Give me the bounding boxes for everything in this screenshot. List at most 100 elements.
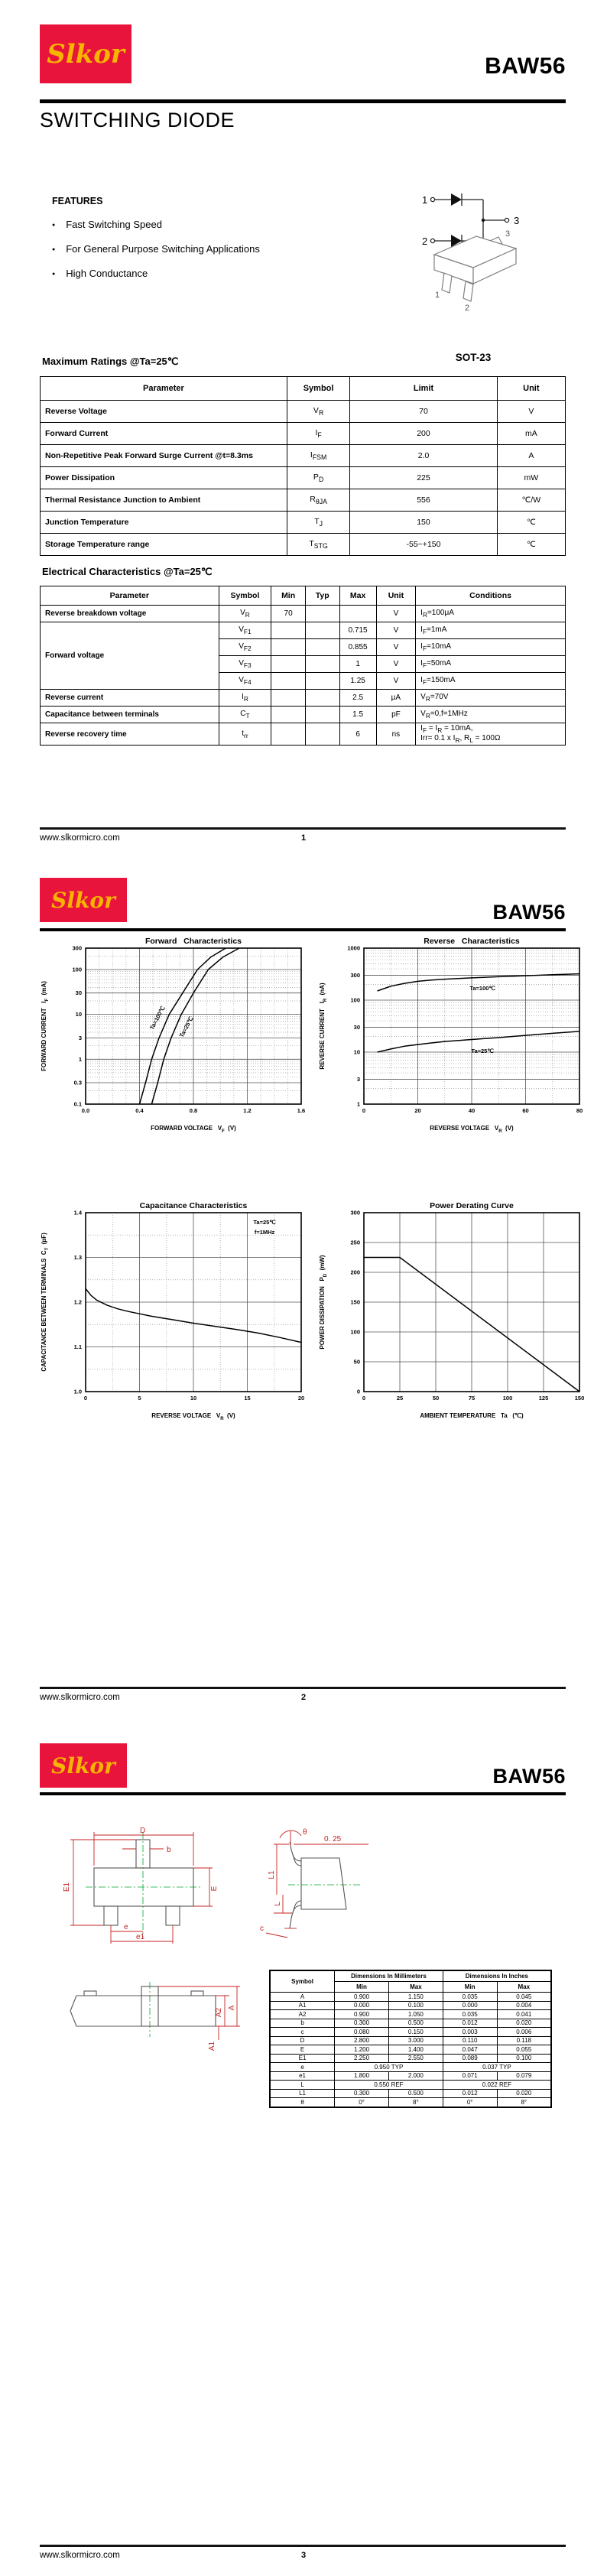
header-cell: Unit bbox=[375, 586, 417, 606]
table-row: Power Dissipation PD 225 mW bbox=[40, 466, 566, 489]
table-row: e1 1.800 2.000 0.071 0.079 bbox=[269, 2071, 552, 2081]
header-cell: Max bbox=[339, 586, 377, 606]
cell: 0.100 bbox=[496, 2053, 552, 2063]
cell: 0.715 bbox=[339, 622, 377, 639]
cell bbox=[271, 672, 306, 690]
cell: 0.300 bbox=[334, 2018, 389, 2028]
capacitance-characteristics-chart: 0 5 10 15 20 1.0 1.1 1.2 1.3 1.4 Capacitance Chara… bbox=[41, 1201, 305, 1421]
footer-rule bbox=[40, 1687, 566, 1689]
table-row: L 0.550 REF 0.022 REF bbox=[269, 2080, 552, 2090]
cell: 0.022 REF bbox=[442, 2080, 552, 2090]
dim-label-e1: e1 bbox=[136, 1933, 145, 1941]
cell: 1.200 bbox=[334, 2045, 389, 2055]
cell: ℃/W bbox=[496, 489, 566, 512]
svg-text:0: 0 bbox=[362, 1395, 365, 1402]
cell: VR=0,f=1MHz bbox=[415, 706, 566, 723]
cell: ℃ bbox=[496, 533, 566, 556]
plot-border bbox=[85, 1212, 302, 1392]
cell: 1.25 bbox=[339, 672, 377, 690]
series-Ta=25℃ bbox=[151, 947, 240, 1105]
cell: 70 bbox=[271, 605, 306, 622]
cell: 0.855 bbox=[339, 638, 377, 656]
cell: V bbox=[375, 655, 417, 673]
feature-item: High Conductance bbox=[52, 266, 358, 281]
cell: 0.020 bbox=[496, 2018, 552, 2028]
cell: 0.037 TYP bbox=[442, 2062, 552, 2072]
cell: 0.500 bbox=[388, 2088, 443, 2098]
cell bbox=[271, 689, 306, 707]
y-axis-label: POWER DISSIPATION PD (mW) bbox=[319, 1255, 328, 1350]
table-row: Reverse current IR 2.5 μA VR=70V bbox=[40, 689, 566, 707]
diode-symbol bbox=[451, 193, 462, 206]
dim-label-A: A bbox=[228, 2005, 236, 2010]
feature-item: For General Purpose Switching Applicatio… bbox=[52, 242, 358, 257]
header-cell: Limit bbox=[349, 376, 498, 401]
cell: IR=100μA bbox=[415, 605, 566, 622]
cell: A bbox=[269, 1992, 336, 2002]
tick-labels: 0 5 10 15 20 1.0 1.1 1.2 1.3 1.4 bbox=[74, 1210, 305, 1402]
cell: V bbox=[375, 605, 417, 622]
cell: b bbox=[269, 2018, 336, 2028]
cell: 1.400 bbox=[388, 2045, 443, 2055]
table-row: VF4 1.25 V IF=150mA bbox=[41, 672, 566, 690]
pkg-pin-label-1: 1 bbox=[435, 291, 440, 300]
cell: V bbox=[496, 400, 566, 423]
cell: IR bbox=[218, 689, 272, 707]
cell: 0.035 bbox=[442, 1992, 498, 2002]
reverse-characteristics-chart: 0 20 40 60 80 1 3 10 30 100 300 1000 Reverse Charact… bbox=[319, 937, 583, 1134]
svg-text:0: 0 bbox=[84, 1395, 87, 1402]
cell: 1 bbox=[339, 655, 377, 673]
svg-text:100: 100 bbox=[350, 997, 360, 1004]
cell: E1 bbox=[269, 2053, 336, 2063]
cell: RθJA bbox=[286, 489, 351, 512]
cell: L1 bbox=[269, 2088, 336, 2098]
cell: V bbox=[375, 672, 417, 690]
series-Ta=100℃ bbox=[377, 973, 580, 992]
header-cell: Min bbox=[271, 586, 306, 606]
svg-text:50: 50 bbox=[354, 1359, 360, 1366]
cell: IFSM bbox=[286, 444, 351, 467]
header-rule bbox=[40, 1792, 566, 1795]
cell: Reverse breakdown voltage bbox=[40, 605, 219, 622]
svg-text:3: 3 bbox=[79, 1035, 82, 1041]
svg-text:20: 20 bbox=[414, 1107, 420, 1114]
series-Ta=100℃ bbox=[138, 947, 226, 1105]
cell: A2 bbox=[269, 2009, 336, 2019]
max-ratings-heading: Maximum Ratings @Ta=25℃ bbox=[42, 356, 179, 367]
svg-text:5: 5 bbox=[138, 1395, 141, 1402]
header-cell: Min bbox=[334, 1981, 389, 1993]
curve-annotation: Ta=25℃ bbox=[471, 1048, 494, 1054]
cell: 0.004 bbox=[496, 2000, 552, 2010]
cell: 225 bbox=[349, 466, 498, 489]
svg-text:1.1: 1.1 bbox=[74, 1343, 82, 1350]
header-cell: Dimensions In Inches bbox=[442, 1970, 552, 1982]
table-row: Thermal Resistance Junction to Ambient Rθ… bbox=[40, 489, 566, 512]
cell: 556 bbox=[349, 489, 498, 512]
svg-text:300: 300 bbox=[72, 945, 82, 952]
cell bbox=[271, 723, 306, 746]
svg-text:0: 0 bbox=[362, 1107, 365, 1114]
tick-labels: 0 20 40 60 80 1 3 10 30 100 300 1000 bbox=[347, 945, 583, 1115]
cell: 0.118 bbox=[496, 2035, 552, 2045]
cell: VF3 bbox=[218, 655, 272, 673]
dim-label-c: c bbox=[260, 1925, 264, 1933]
svg-text:250: 250 bbox=[350, 1239, 360, 1246]
cell: 2.000 bbox=[388, 2071, 443, 2081]
cell: IF=10mA bbox=[415, 638, 566, 656]
dim-label-e: e bbox=[124, 1923, 128, 1931]
cell bbox=[304, 655, 340, 673]
series-CT bbox=[85, 1288, 302, 1343]
svg-text:125: 125 bbox=[539, 1395, 549, 1402]
table-row: Storage Temperature range TSTG -55~+150 ℃ bbox=[40, 533, 566, 556]
dim-label-D: D bbox=[140, 1827, 145, 1835]
cell: VF1 bbox=[218, 622, 272, 639]
cell bbox=[304, 723, 340, 746]
svg-text:1000: 1000 bbox=[347, 945, 360, 952]
table-row: Reverse breakdown voltage VR 70 V IR=100μA bbox=[40, 605, 566, 622]
svg-text:40: 40 bbox=[469, 1107, 475, 1114]
cell: 0.080 bbox=[334, 2027, 389, 2037]
svg-text:10: 10 bbox=[354, 1049, 360, 1056]
brand-logo: Slkor bbox=[40, 878, 127, 922]
plot-border bbox=[363, 947, 580, 1105]
